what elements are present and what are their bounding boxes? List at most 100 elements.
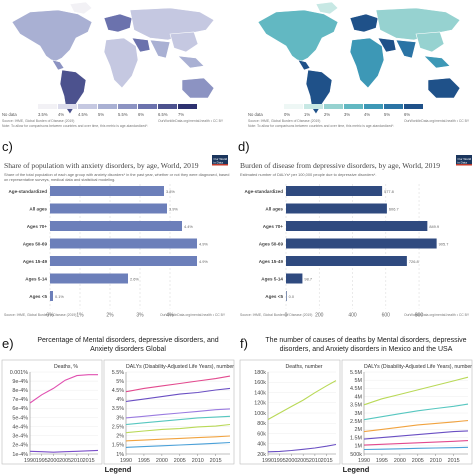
series-line-1 bbox=[125, 375, 231, 393]
category-label: Ages 70+ bbox=[27, 224, 48, 229]
subchart-frame bbox=[1, 359, 103, 465]
legend-label: 7% bbox=[178, 112, 184, 117]
ow-logo-text: in Data bbox=[458, 161, 468, 165]
legend-swatch bbox=[158, 104, 177, 109]
map-note: Note: To allow for comparisons between c… bbox=[248, 124, 394, 128]
y-tick-label: 5M bbox=[355, 378, 363, 384]
y-tick-label: 3M bbox=[355, 411, 363, 417]
map-link: OurWorldInData.org/mental-health • CC BY bbox=[404, 119, 470, 123]
bar bbox=[286, 186, 383, 196]
chart-source: Source: IHME, Global Burden of Disease (… bbox=[4, 313, 76, 317]
map-region-south-asia bbox=[395, 39, 417, 59]
legend-label: 2% bbox=[324, 112, 330, 117]
map-region-greenland bbox=[69, 1, 93, 15]
legend-swatch bbox=[38, 104, 57, 109]
legend-label: 6% bbox=[138, 112, 144, 117]
bar bbox=[50, 291, 53, 301]
map-region-central-america bbox=[297, 59, 311, 71]
y-tick-label: 3e-4% bbox=[12, 434, 28, 440]
x-tick-label: 3% bbox=[136, 313, 144, 319]
series-line-6 bbox=[125, 435, 231, 442]
data-label: 98.7 bbox=[304, 277, 312, 282]
chart-subtitle: on representative surveys, medical data … bbox=[4, 177, 115, 182]
y-tick-label: 4% bbox=[116, 397, 124, 403]
legend-label: 3% bbox=[344, 112, 350, 117]
world-map-a: No data 3.5% 4% 4.5% 5% 5.5% 6% 6.5% 7% Source: I… bbox=[2, 1, 224, 128]
panel-title: The number of causes of deaths by Mental… bbox=[265, 337, 466, 344]
map-region-greenland bbox=[315, 1, 339, 15]
y-tick-label: 1.5M bbox=[350, 435, 362, 441]
series-line-2 bbox=[125, 387, 231, 403]
series-line-4 bbox=[363, 430, 469, 440]
legend-swatch bbox=[78, 104, 97, 109]
y-tick-label: 500k bbox=[350, 452, 362, 458]
legend-label: 1% bbox=[304, 112, 310, 117]
y-tick-label: 120k bbox=[254, 401, 266, 407]
y-tick-label: 2M bbox=[355, 427, 363, 433]
x-tick-label: 2015 bbox=[83, 458, 95, 464]
legend-swatch bbox=[138, 104, 157, 109]
x-tick-label: 2010 bbox=[192, 458, 204, 464]
data-label: 849.9 bbox=[429, 224, 439, 229]
legend-swatch bbox=[384, 104, 403, 109]
category-label: Age-standardized bbox=[244, 189, 283, 194]
y-tick-label: 180k bbox=[254, 370, 266, 376]
ow-logo bbox=[456, 155, 472, 165]
category-label: Ages 50-69 bbox=[259, 242, 284, 247]
legend-swatch bbox=[98, 104, 117, 109]
map-region-africa bbox=[349, 37, 385, 89]
series-line-2 bbox=[267, 443, 337, 453]
y-tick-label: 160k bbox=[254, 380, 266, 386]
chart-link: OurWorldInData.org/mental-health • CC BY bbox=[160, 313, 226, 317]
legend-label: 3.5% bbox=[38, 112, 48, 117]
line-chart-e: e) Percentage of Mental disorders, depres… bbox=[1, 336, 235, 474]
y-tick-label: 3.5M bbox=[350, 403, 362, 409]
series-line-1 bbox=[363, 376, 469, 406]
x-tick-label: 2010 bbox=[430, 458, 442, 464]
bar bbox=[50, 221, 182, 231]
series-line-5 bbox=[125, 423, 231, 434]
bar bbox=[286, 238, 437, 249]
y-tick-label: 140k bbox=[254, 390, 266, 396]
x-tick-label: 1% bbox=[76, 313, 84, 319]
y-tick-label: 100k bbox=[254, 411, 266, 417]
map-source: Source: IHME, Global Burden of Disease (… bbox=[2, 119, 74, 123]
x-tick-label: 2005 bbox=[412, 458, 424, 464]
data-label: 3.8% bbox=[166, 189, 175, 194]
x-tick-label: 400 bbox=[348, 313, 357, 319]
bar bbox=[50, 238, 197, 249]
y-tick-label: 3% bbox=[116, 415, 124, 421]
x-tick-label: 800 bbox=[415, 313, 424, 319]
legend-label: 4.5% bbox=[78, 112, 88, 117]
bar bbox=[50, 186, 164, 196]
data-label: 0.0 bbox=[289, 294, 295, 299]
map-region-se-asia bbox=[177, 55, 205, 69]
y-tick-label: 2.5% bbox=[112, 424, 124, 430]
line-chart-panel-f: f) The number of causes of deaths by Ment… bbox=[238, 332, 474, 474]
x-tick-label: 0 bbox=[285, 313, 288, 319]
map-source: Source: IHME, Global Burden of Disease (… bbox=[248, 119, 320, 123]
legend-swatch bbox=[404, 104, 423, 109]
bar-chart-c: c) Share of population with anxiety disor… bbox=[2, 139, 229, 319]
x-tick-label: 1990 bbox=[24, 458, 36, 464]
subchart-frame bbox=[103, 359, 235, 465]
panel-letter: d) bbox=[238, 139, 250, 154]
category-label: Age-standardized bbox=[8, 189, 47, 194]
x-tick-label: 2015 bbox=[210, 458, 222, 464]
legend-title: Legend bbox=[105, 465, 132, 474]
map-region-north-america bbox=[257, 9, 339, 63]
category-label: Ages <5 bbox=[265, 294, 283, 299]
x-tick-label: 2010 bbox=[71, 458, 83, 464]
category-label: All ages bbox=[265, 207, 283, 212]
map-region-east-asia bbox=[415, 31, 445, 53]
bar bbox=[50, 256, 197, 266]
x-tick-label: 1995 bbox=[376, 458, 388, 464]
legend-label: No data bbox=[248, 112, 263, 117]
ow-logo-text: Our World bbox=[458, 157, 472, 161]
y-tick-label: 4.5% bbox=[112, 388, 124, 394]
category-label: Ages 70+ bbox=[263, 224, 284, 229]
panel-letter: f) bbox=[240, 336, 248, 351]
panel-title: disorders, and Anxiety disorders in Mexi… bbox=[280, 346, 453, 353]
legend-label: 0% bbox=[284, 112, 290, 117]
bar bbox=[50, 273, 128, 284]
